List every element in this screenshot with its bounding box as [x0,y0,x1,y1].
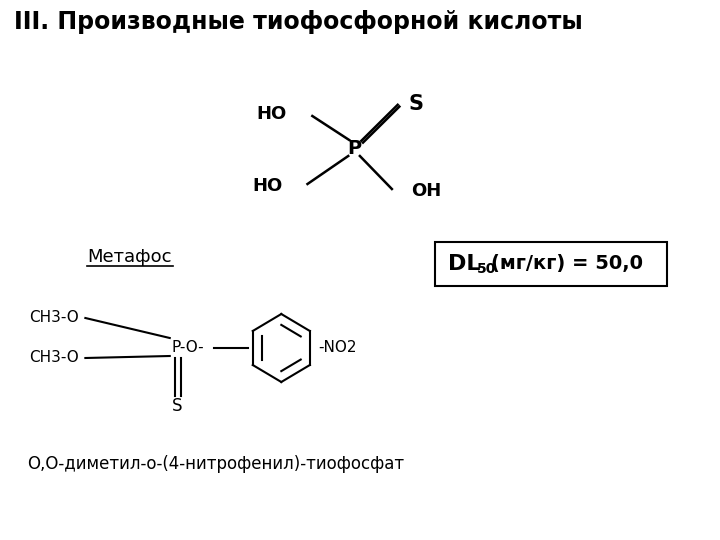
Text: S: S [172,397,183,415]
Text: HO: HO [252,177,282,195]
Text: 50: 50 [477,262,497,276]
Text: CH3-O: CH3-O [29,350,79,366]
Text: CH3-O: CH3-O [29,310,79,326]
FancyBboxPatch shape [435,242,667,286]
Text: Метафос: Метафос [87,248,172,266]
Text: III. Производные тиофосфорной кислоты: III. Производные тиофосфорной кислоты [14,10,582,34]
Text: DL: DL [448,254,481,274]
Text: P: P [347,138,361,158]
Text: HO: HO [257,105,287,123]
Text: (мг/кг) = 50,0: (мг/кг) = 50,0 [491,254,643,273]
Text: P-O-: P-O- [171,341,204,355]
Text: S: S [408,94,423,114]
Text: О,О-диметил-о-(4-нитрофенил)-тиофосфат: О,О-диметил-о-(4-нитрофенил)-тиофосфат [27,455,405,473]
Text: -NO2: -NO2 [318,341,356,355]
Text: OH: OH [411,182,441,200]
